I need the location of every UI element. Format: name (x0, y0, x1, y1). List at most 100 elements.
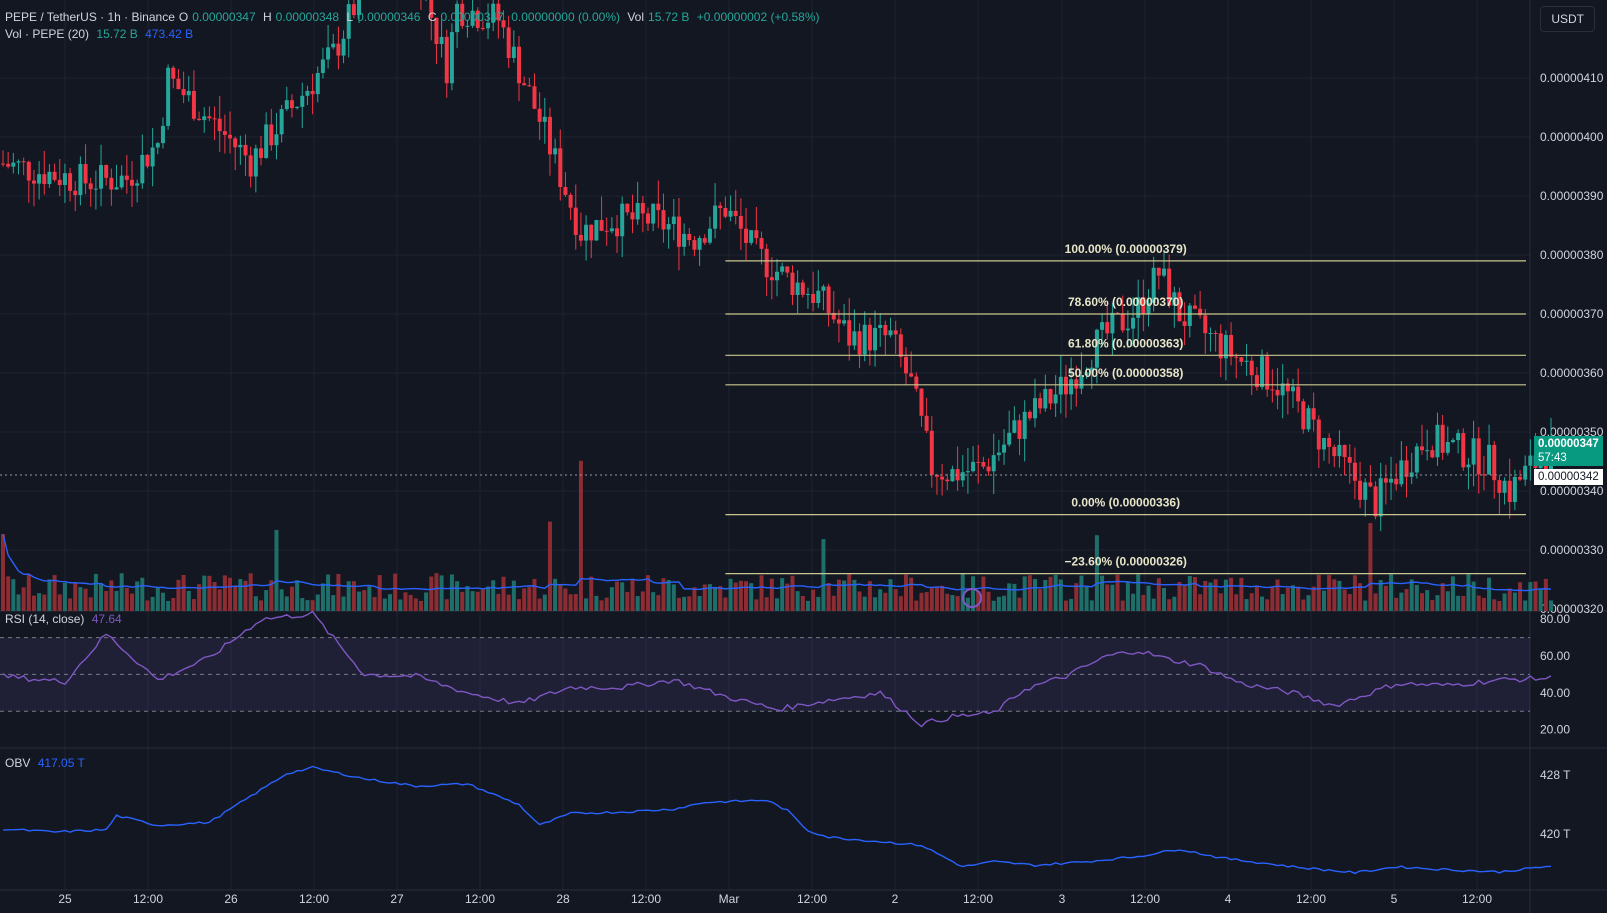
volume-bar (1440, 583, 1445, 611)
candle-body (547, 116, 552, 155)
volume-bar (145, 600, 150, 611)
volume-bar (357, 591, 362, 611)
candle-body (1017, 420, 1022, 439)
candle-body (1053, 394, 1058, 404)
volume-bar (1182, 585, 1187, 611)
price-axis-label: 0.00000400 (1540, 130, 1604, 144)
volume-bar (1058, 579, 1063, 611)
volume-bar (671, 584, 676, 611)
candle-body (1094, 329, 1099, 368)
volume-bar (573, 594, 578, 611)
volume-bar (403, 592, 408, 611)
volume-bar (269, 580, 274, 611)
volume-bar (532, 578, 537, 611)
volume-bar (909, 577, 914, 611)
candle-body (945, 479, 950, 482)
volume-bar (754, 599, 759, 611)
volume-bar (1002, 595, 1007, 611)
volume-bar (594, 595, 599, 611)
volume-bar (1311, 586, 1316, 611)
volume-bar (1450, 576, 1455, 611)
candle-body (346, 4, 351, 39)
time-axis-label: 12:00 (465, 892, 495, 906)
volume-legend[interactable]: Vol · PEPE (20) 15.72 B 473.42 B (5, 26, 193, 42)
currency-button[interactable]: USDT (1540, 6, 1595, 32)
volume-bar (16, 594, 21, 611)
volume-bar (274, 529, 279, 611)
candle-body (1033, 398, 1037, 419)
volume-bar (393, 573, 398, 611)
volume-bar (604, 597, 609, 611)
candle-body (1270, 389, 1275, 391)
volume-bar (475, 591, 480, 611)
candle-body (68, 173, 73, 191)
close-value: 0.00000347 (440, 10, 504, 24)
candle-body (1058, 376, 1063, 395)
time-axis-label: 2 (892, 892, 899, 906)
candle-body (434, 17, 439, 45)
candle-body (284, 100, 289, 110)
volume-bar (1254, 586, 1259, 611)
volume-bar (1291, 585, 1295, 611)
volume-bar (883, 592, 888, 611)
volume-bar (914, 600, 919, 611)
volume-bar (439, 575, 444, 611)
volume-bar (212, 582, 217, 611)
volume-bar (522, 588, 527, 611)
volume-bar (202, 575, 207, 611)
volume-bar (842, 580, 847, 611)
candle-body (862, 324, 867, 355)
volume-bar (449, 574, 454, 611)
volume-bar (233, 585, 238, 611)
candle-body (909, 373, 914, 377)
volume-bar (718, 586, 723, 611)
volume-bar (42, 594, 47, 611)
obv-axis-label: 420 T (1540, 827, 1571, 841)
volume-bar (160, 592, 165, 611)
volume-bar (1125, 581, 1130, 611)
candle-body (99, 165, 104, 189)
candle-body (1089, 367, 1094, 373)
candle-body (176, 78, 181, 90)
candle-body (568, 194, 573, 208)
candle-body (749, 230, 754, 243)
candle-body (996, 452, 1001, 456)
fib-level-label: 61.80% (0.00000363) (1068, 336, 1183, 350)
volume-bar (320, 583, 325, 611)
obv-legend[interactable]: OBV 417.05 T (5, 755, 85, 771)
volume-bar (259, 600, 263, 611)
volume-bar (1043, 579, 1048, 611)
candle-body (114, 187, 119, 190)
candle-body (119, 175, 124, 188)
volume-bar (1100, 575, 1105, 611)
volume-bar (676, 597, 681, 611)
volume-bar (372, 597, 377, 611)
candle-body (919, 388, 924, 416)
volume-bar (300, 598, 305, 611)
candle-body (991, 455, 996, 472)
volume-bar (104, 590, 109, 611)
candle-body (73, 190, 78, 196)
candle-body (191, 90, 196, 119)
rsi-axis-label: 60.00 (1540, 649, 1570, 663)
candle-body (1378, 478, 1383, 517)
volume-bar (491, 580, 496, 611)
volume-bar (93, 573, 98, 611)
volume-bar (480, 589, 485, 611)
candle-body (11, 162, 16, 167)
candle-body (553, 148, 558, 155)
candle-body (728, 210, 733, 217)
candle-body (181, 89, 186, 96)
volume-bar (434, 573, 439, 611)
candle-body (460, 3, 465, 26)
volume-bar (253, 596, 258, 611)
rsi-axis-label: 40.00 (1540, 686, 1570, 700)
candle-body (934, 474, 939, 477)
symbol-title[interactable]: PEPE / TetherUS · 1h · Binance (5, 10, 175, 24)
volume-bar (1518, 582, 1523, 611)
volume-bar (1063, 600, 1068, 611)
volume-bar (1502, 593, 1507, 611)
rsi-legend[interactable]: RSI (14, close) 47.64 (5, 611, 122, 627)
volume-bar (367, 586, 372, 611)
